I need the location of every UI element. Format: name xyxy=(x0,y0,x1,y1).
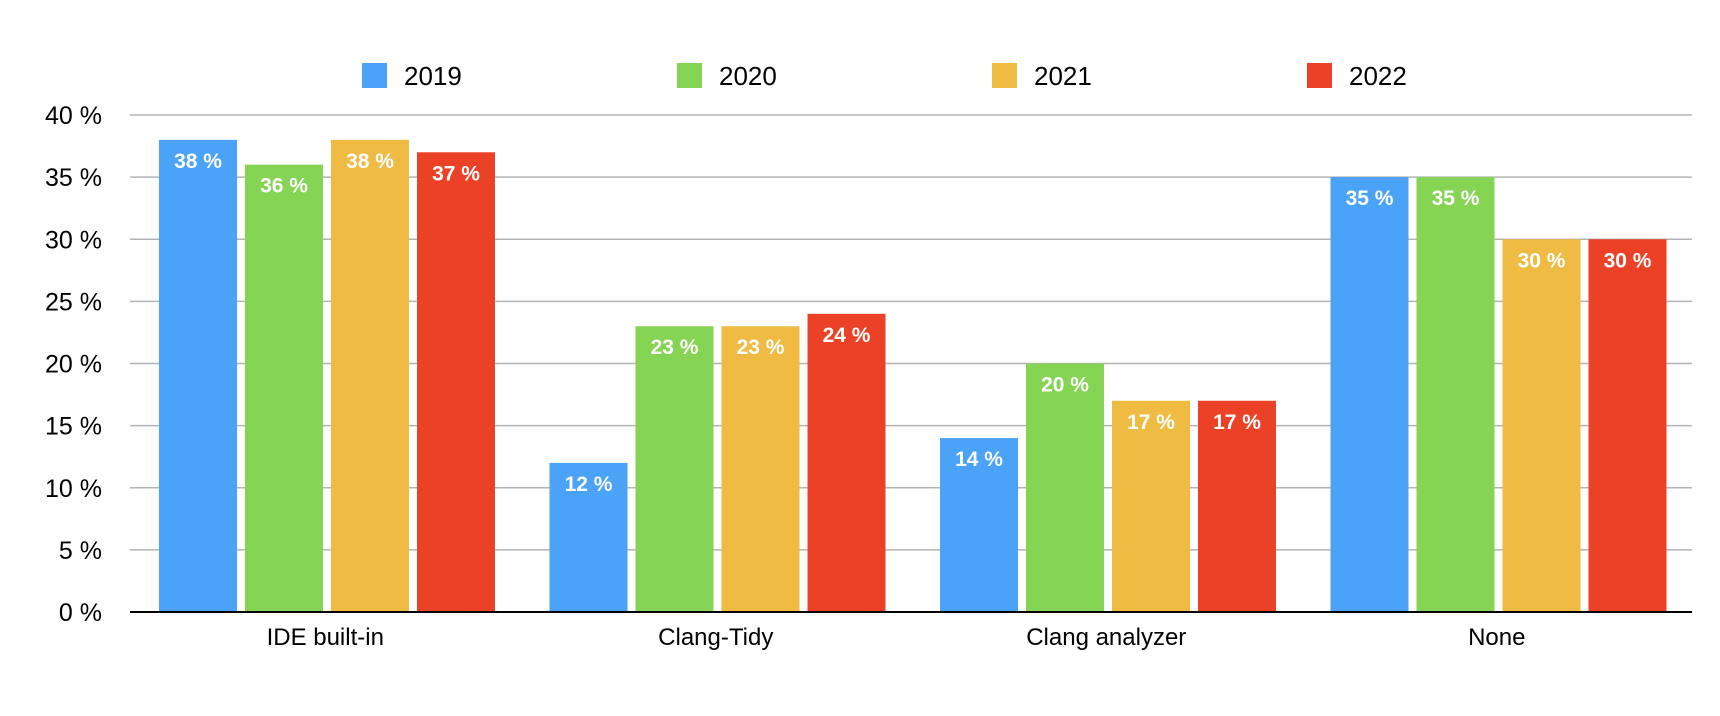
data-label: 17 % xyxy=(1213,411,1261,434)
legend-label: 2021 xyxy=(1034,61,1092,91)
data-label: 17 % xyxy=(1127,411,1175,434)
data-label: 12 % xyxy=(565,473,613,496)
legend-swatch xyxy=(677,63,702,88)
bar-2022-2 xyxy=(1198,400,1276,612)
bar-2020-3 xyxy=(1416,177,1495,612)
legend-swatch xyxy=(992,63,1017,88)
y-tick-label: 20 % xyxy=(45,351,102,379)
y-axis-ticks: 0 % 5 % 10 % 15 % 20 % 25 % 30 % 35 % 40 % xyxy=(45,102,102,627)
data-label: 37 % xyxy=(432,162,480,185)
bar-2021-2 xyxy=(1112,400,1190,612)
y-tick-label: 5 % xyxy=(59,537,102,565)
legend-label: 2019 xyxy=(404,61,462,91)
bar-2020-2 xyxy=(1026,363,1104,612)
y-tick-label: 40 % xyxy=(45,102,102,130)
y-tick-label: 15 % xyxy=(45,413,102,441)
data-label: 36 % xyxy=(260,175,308,198)
y-tick-label: 10 % xyxy=(45,475,102,503)
data-label: 30 % xyxy=(1518,249,1566,272)
y-tick-label: 35 % xyxy=(45,164,102,192)
bar-2022-3 xyxy=(1588,239,1667,612)
bar-2021-1 xyxy=(721,326,800,612)
data-label: 30 % xyxy=(1604,249,1652,272)
data-label: 20 % xyxy=(1041,374,1089,397)
y-tick-label: 25 % xyxy=(45,288,102,316)
bar-2019-3 xyxy=(1330,177,1409,612)
bar-2022-1 xyxy=(807,313,886,612)
data-labels: 38 % 36 % 38 % 37 % 12 % 23 % 23 % 24 % 14 % 20 %… xyxy=(174,150,1652,496)
bar-2020-1 xyxy=(635,326,714,612)
x-category-label: IDE built-in xyxy=(267,624,384,651)
x-axis-categories: IDE built-in Clang-Tidy Clang analyzer None xyxy=(267,624,1526,651)
data-label: 35 % xyxy=(1432,187,1480,210)
bar-2022-0 xyxy=(417,152,495,612)
bar-2020-0 xyxy=(245,164,323,612)
bar-2021-0 xyxy=(331,139,409,612)
data-label: 24 % xyxy=(823,324,871,347)
data-label: 38 % xyxy=(174,150,222,173)
data-label: 23 % xyxy=(651,336,699,359)
bar-2019-0 xyxy=(159,139,237,612)
bar-2019-1 xyxy=(549,462,628,612)
data-label: 23 % xyxy=(737,336,785,359)
y-tick-label: 0 % xyxy=(59,599,102,627)
data-label: 38 % xyxy=(346,150,394,173)
legend-swatch xyxy=(362,63,387,88)
legend-label: 2022 xyxy=(1349,61,1407,91)
bar-2019-2 xyxy=(940,438,1018,612)
legend: 2019 2020 2021 2022 xyxy=(362,61,1407,91)
bar-2021-3 xyxy=(1502,239,1581,612)
legend-swatch xyxy=(1307,63,1332,88)
data-label: 14 % xyxy=(955,448,1003,471)
data-label: 35 % xyxy=(1346,187,1394,210)
bars xyxy=(159,139,1667,612)
y-tick-label: 30 % xyxy=(45,226,102,254)
x-category-label: None xyxy=(1468,624,1525,651)
x-category-label: Clang analyzer xyxy=(1026,624,1186,651)
x-category-label: Clang-Tidy xyxy=(658,624,773,651)
legend-label: 2020 xyxy=(719,61,777,91)
